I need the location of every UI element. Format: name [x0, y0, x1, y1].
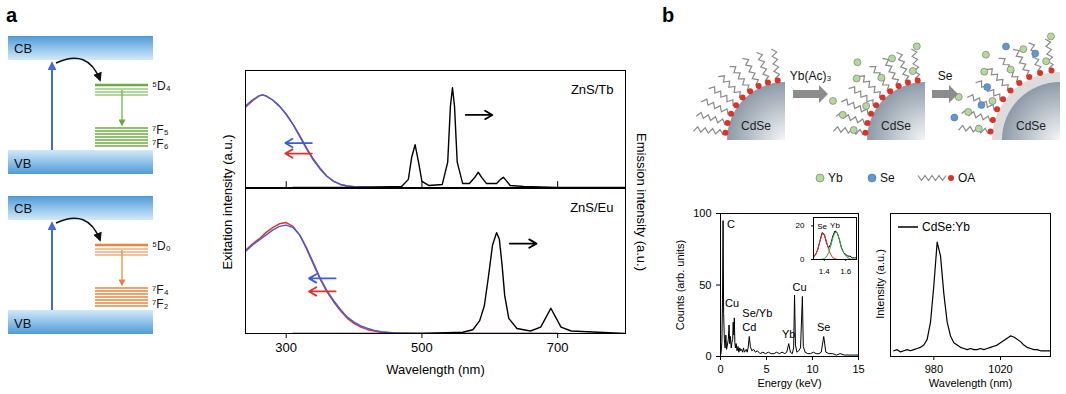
svg-text:⁷F₄: ⁷F₄ — [152, 283, 169, 297]
svg-text:5: 5 — [763, 363, 769, 375]
svg-text:10: 10 — [806, 363, 818, 375]
svg-text:VB: VB — [14, 316, 31, 331]
svg-text:Cu: Cu — [793, 281, 807, 293]
svg-text:Wavelength (nm): Wavelength (nm) — [929, 377, 1012, 389]
svg-text:980: 980 — [925, 363, 943, 375]
svg-text:700: 700 — [547, 340, 569, 355]
svg-text:Se: Se — [938, 69, 953, 83]
svg-text:15: 15 — [852, 363, 864, 375]
svg-text:Yb: Yb — [830, 221, 840, 230]
svg-text:CB: CB — [14, 201, 32, 216]
svg-text:ZnS/Tb: ZnS/Tb — [571, 82, 614, 97]
svg-text:Se: Se — [880, 171, 895, 185]
svg-text:Counts (arb. units): Counts (arb. units) — [674, 240, 686, 330]
svg-text:Intensity (a.u.): Intensity (a.u.) — [874, 249, 886, 319]
svg-text:Exitation intensity (a.u.): Exitation intensity (a.u.) — [220, 134, 235, 269]
svg-text:20: 20 — [796, 221, 805, 230]
svg-text:100: 100 — [693, 207, 711, 219]
svg-text:300: 300 — [275, 340, 297, 355]
svg-text:Yb(Ac)₃: Yb(Ac)₃ — [790, 69, 832, 83]
svg-text:C: C — [727, 218, 735, 230]
svg-text:50: 50 — [699, 279, 711, 291]
svg-text:Se: Se — [817, 321, 830, 333]
svg-text:CB: CB — [14, 41, 32, 56]
svg-text:0: 0 — [705, 350, 711, 362]
svg-text:0: 0 — [800, 255, 805, 264]
svg-text:⁷F₅: ⁷F₅ — [152, 123, 169, 137]
svg-text:VB: VB — [14, 156, 31, 171]
svg-text:Energy (keV): Energy (keV) — [757, 377, 821, 389]
svg-text:ZnS/Eu: ZnS/Eu — [570, 200, 613, 215]
svg-text:1020: 1020 — [988, 363, 1012, 375]
svg-text:⁵D₀: ⁵D₀ — [152, 239, 171, 253]
svg-text:Yb: Yb — [782, 328, 795, 340]
svg-text:a: a — [6, 4, 18, 26]
svg-text:CdSe: CdSe — [881, 119, 911, 133]
svg-text:CdSe: CdSe — [1016, 119, 1046, 133]
svg-text:Se/Yb: Se/Yb — [742, 307, 772, 319]
svg-text:0: 0 — [717, 363, 723, 375]
svg-text:Cd: Cd — [742, 321, 756, 333]
svg-text:Emission intensity (a.u.): Emission intensity (a.u.) — [634, 133, 649, 271]
svg-text:⁵D₄: ⁵D₄ — [152, 79, 171, 93]
svg-text:500: 500 — [411, 340, 433, 355]
svg-text:Cu: Cu — [725, 297, 739, 309]
svg-text:⁷F₂: ⁷F₂ — [152, 297, 169, 311]
svg-text:1.4: 1.4 — [819, 267, 831, 276]
svg-text:CdSe: CdSe — [741, 119, 771, 133]
svg-text:CdSe:Yb: CdSe:Yb — [922, 220, 970, 234]
svg-text:b: b — [662, 4, 674, 26]
svg-text:⁷F₆: ⁷F₆ — [152, 137, 169, 151]
svg-text:Yb: Yb — [828, 171, 843, 185]
svg-text:1.6: 1.6 — [840, 267, 852, 276]
svg-text:Wavelength (nm): Wavelength (nm) — [386, 362, 485, 377]
svg-text:OA: OA — [958, 171, 975, 185]
svg-text:Se: Se — [817, 222, 827, 231]
